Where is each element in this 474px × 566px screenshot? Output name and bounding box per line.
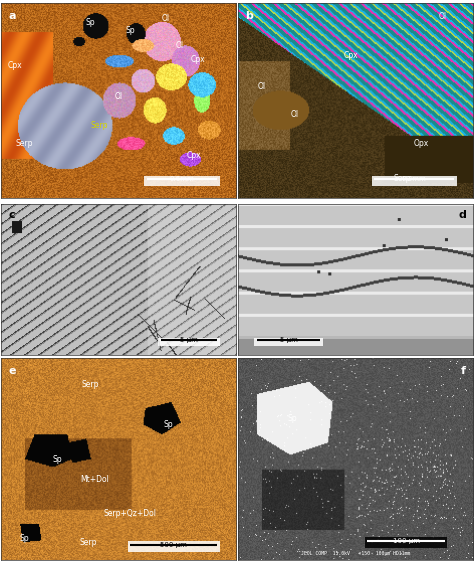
Text: Sp: Sp: [287, 414, 297, 423]
Text: Cpx: Cpx: [191, 55, 206, 64]
Text: Cpx: Cpx: [186, 151, 201, 160]
Text: Ol: Ol: [162, 14, 170, 23]
Text: Serp: Serp: [16, 139, 33, 148]
FancyBboxPatch shape: [145, 175, 219, 186]
FancyBboxPatch shape: [372, 175, 456, 186]
Text: Sp: Sp: [85, 18, 95, 27]
Text: Serp+Qz+Dol: Serp+Qz+Dol: [104, 509, 157, 518]
Text: Opx: Opx: [414, 139, 429, 148]
FancyBboxPatch shape: [128, 541, 219, 552]
Text: a: a: [8, 11, 16, 20]
Text: Ol: Ol: [114, 92, 123, 101]
Text: Ol: Ol: [175, 41, 184, 50]
Text: Sp: Sp: [19, 534, 29, 543]
Text: c: c: [8, 210, 15, 220]
Text: JEOL COMP  15.0kV   ×150  100μm HD11mm: JEOL COMP 15.0kV ×150 100μm HD11mm: [301, 551, 410, 556]
Text: Cpx: Cpx: [8, 61, 22, 70]
FancyBboxPatch shape: [365, 537, 447, 548]
Text: b: b: [245, 11, 253, 20]
Text: f: f: [461, 366, 466, 376]
Text: Ol: Ol: [257, 82, 265, 91]
FancyBboxPatch shape: [255, 337, 323, 346]
Text: e: e: [8, 366, 16, 376]
Text: Cpx: Cpx: [344, 51, 358, 60]
FancyBboxPatch shape: [158, 337, 219, 346]
Text: Ol: Ol: [290, 110, 299, 119]
Text: Mt+Dol: Mt+Dol: [81, 475, 109, 484]
Text: d: d: [458, 210, 466, 220]
Text: Serp: Serp: [82, 380, 99, 388]
Text: Serp: Serp: [394, 174, 411, 183]
Text: 0.6mm: 0.6mm: [170, 176, 194, 182]
Text: Sp: Sp: [126, 25, 135, 35]
Text: Sp: Sp: [163, 420, 173, 429]
Text: Ol: Ol: [438, 12, 447, 21]
Text: 5 μm: 5 μm: [280, 337, 297, 343]
Text: 100 μm: 100 μm: [392, 538, 419, 543]
Text: 5 μm: 5 μm: [180, 337, 198, 343]
Text: Sp: Sp: [53, 454, 62, 464]
Text: Serp: Serp: [91, 121, 109, 130]
Text: Serp: Serp: [79, 538, 97, 547]
Text: 500 μm: 500 μm: [160, 542, 187, 548]
Text: 0.3mm: 0.3mm: [402, 176, 427, 182]
